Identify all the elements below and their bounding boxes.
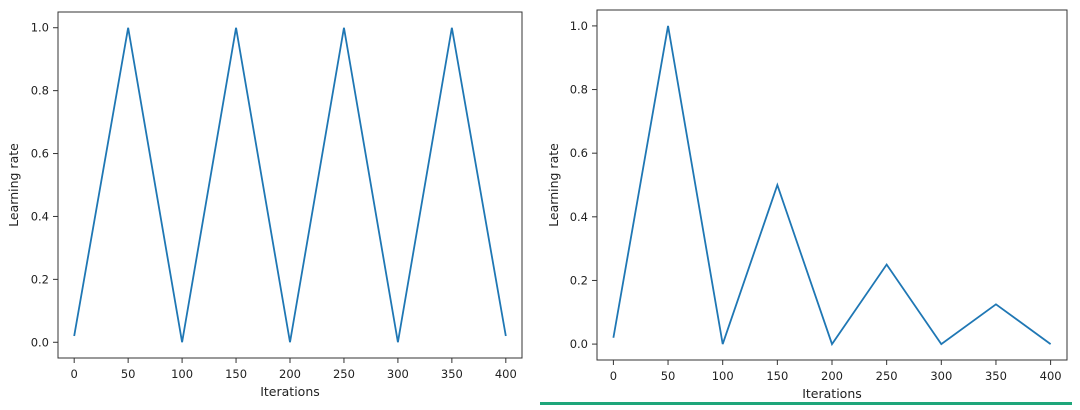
y-tick-label: 0.4 [31,209,49,223]
x-tick-label: 250 [876,369,898,383]
y-tick-label: 0.6 [570,146,588,160]
x-tick-label: 200 [279,367,301,381]
y-tick-label: 1.0 [570,19,588,33]
y-tick-label: 0.6 [31,147,49,161]
y-tick-label: 0.0 [570,337,588,351]
x-tick-label: 150 [766,369,788,383]
x-axis-title: Iterations [802,386,862,401]
x-tick-label: 350 [985,369,1007,383]
x-tick-label: 400 [495,367,517,381]
x-tick-label: 250 [333,367,355,381]
y-tick-label: 0.4 [570,210,588,224]
series-line [612,25,1052,347]
x-tick-label: 100 [712,369,734,383]
series-line [73,27,507,343]
y-tick-label: 1.0 [31,21,49,35]
x-tick-label: 350 [441,367,463,381]
x-tick-label: 0 [71,367,78,381]
chart-left: 0 50 100 150 200 250 300 350 400 0.0 0.2 0.4 0.6 0.8 1… [6,11,523,399]
y-axis-title: Learning rate [6,143,21,227]
x-tick-label: 200 [821,369,843,383]
y-axis-title: Learning rate [546,143,561,227]
x-tick-label: 400 [1040,369,1062,383]
x-axis-title: Iterations [260,384,320,399]
x-tick-label: 100 [171,367,193,381]
x-tick-label: 50 [661,369,676,383]
bottom-accent-bar [540,402,1072,405]
plot-frame [57,11,523,359]
x-tick-label: 150 [225,367,247,381]
plot-frame [596,9,1068,361]
x-tick-label: 300 [930,369,952,383]
y-tick-label: 0.8 [31,84,49,98]
y-tick-label: 0.8 [570,83,588,97]
y-tick-label: 0.2 [31,272,49,286]
chart-right: 0 50 100 150 200 250 300 350 400 0.0 0.2 0.4 0.6 0.8 1… [540,0,1080,410]
y-tick-label: 0.0 [31,335,49,349]
x-tick-label: 300 [387,367,409,381]
chart-right-svg: 0 50 100 150 200 250 300 350 400 0.0 0.2 0.4 0.6 0.8 1… [546,9,1068,401]
x-tick-label: 50 [121,367,136,381]
y-tick-label: 0.2 [570,273,588,287]
chart-left-svg: 0 50 100 150 200 250 300 350 400 0.0 0.2 0.4 0.6 0.8 1… [6,11,523,399]
x-tick-label: 0 [610,369,617,383]
